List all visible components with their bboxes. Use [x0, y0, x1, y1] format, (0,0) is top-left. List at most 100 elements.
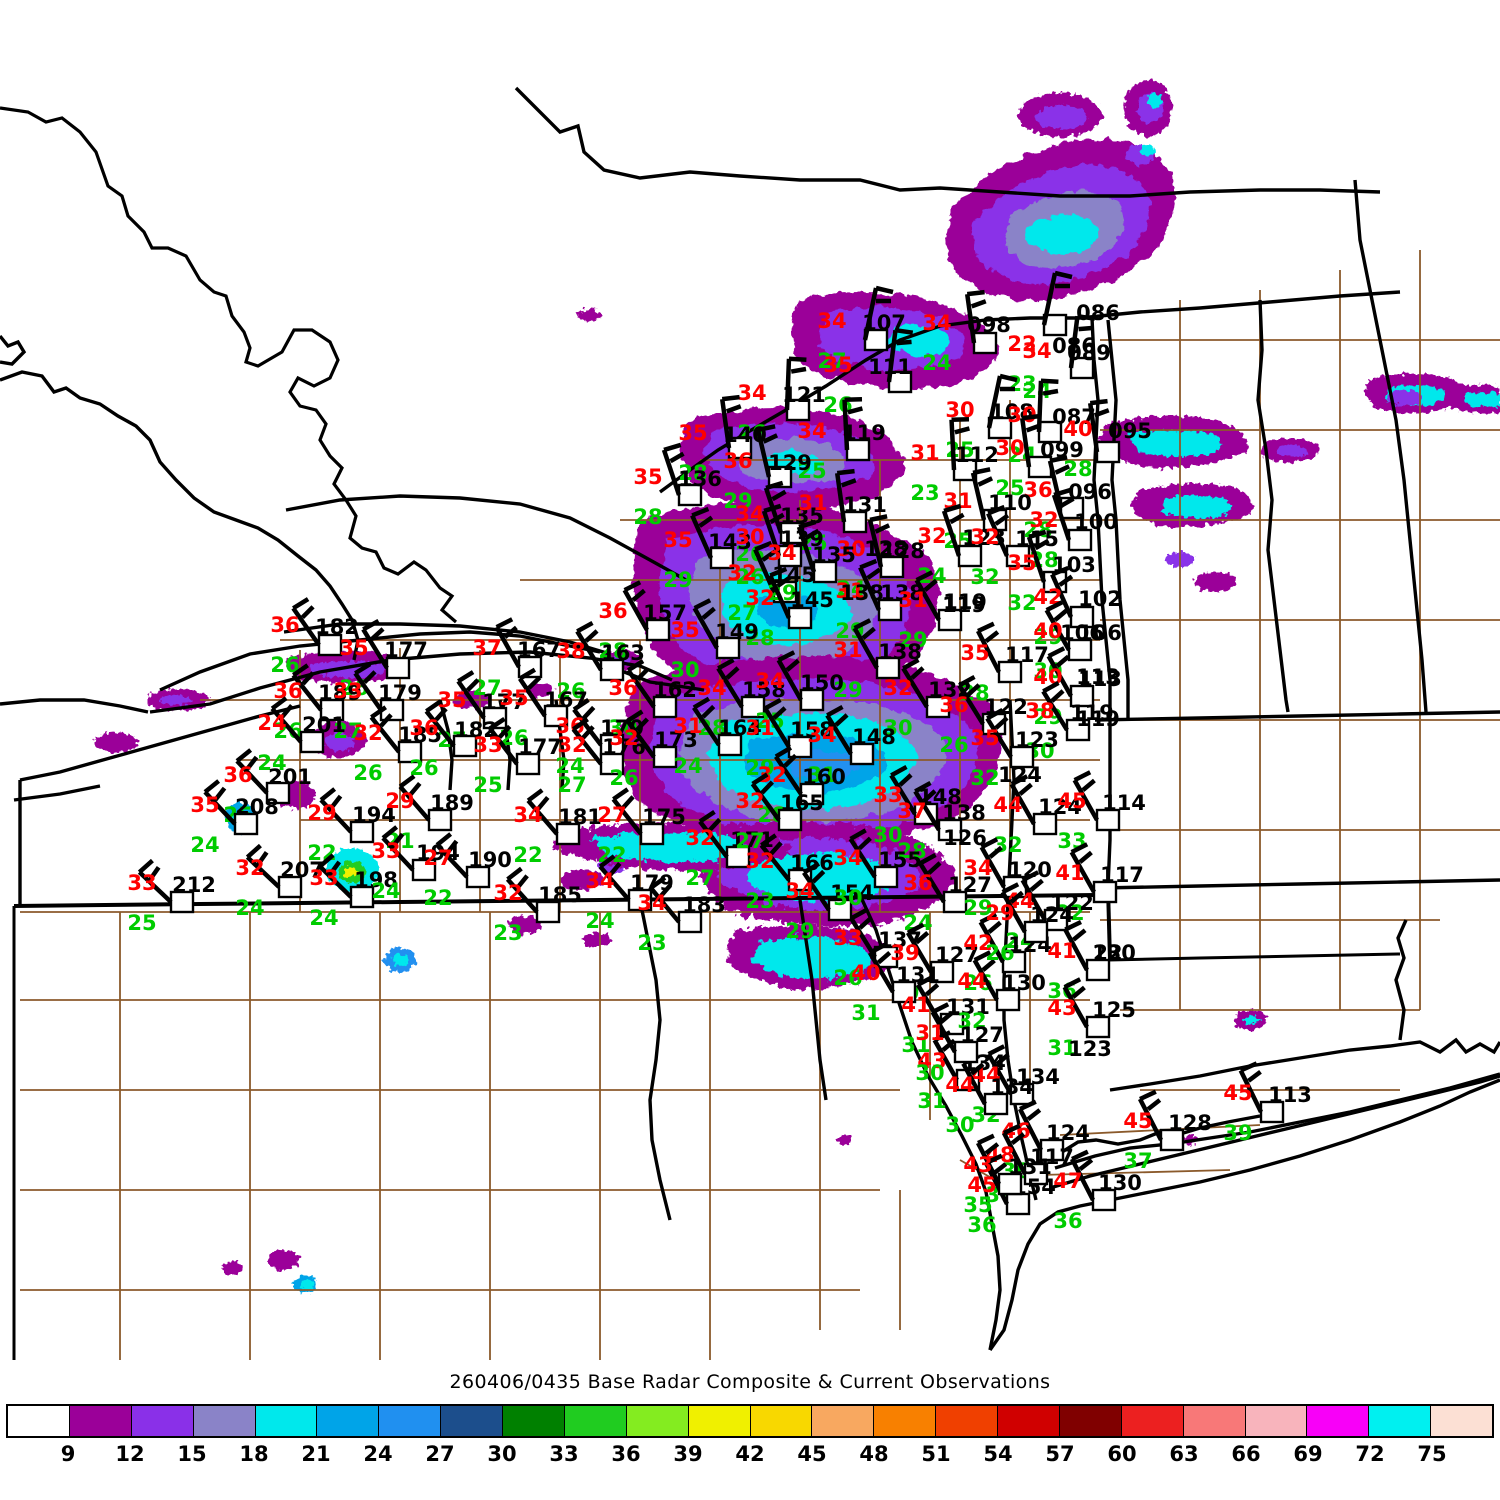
station-plot[interactable]: 31 23 112 — [910, 416, 999, 505]
station-plot[interactable]: 31 24 164 — [673, 696, 762, 778]
map-canvas[interactable]: 3427107352611134240982223086342408934261… — [0, 0, 1500, 1360]
colorbar-cell-14[interactable] — [874, 1406, 937, 1436]
station-plot[interactable]: 33 27 179 — [333, 662, 422, 743]
station-plot[interactable]: 34 29 154 — [785, 861, 874, 943]
station-plot[interactable]: 32 27 165 — [735, 772, 824, 853]
colorbar-cell-10[interactable] — [626, 1406, 689, 1436]
station-plot[interactable]: 32 26 185 — [353, 705, 442, 785]
station-plot[interactable]: 30 25 108 — [945, 373, 1034, 462]
station-plot[interactable]: 34 30 155 — [833, 828, 922, 910]
station-plot[interactable]: 45 37 128 — [1123, 1089, 1212, 1173]
colorbar-cell-11[interactable] — [688, 1406, 751, 1436]
station-plot[interactable]: 34 23 183 — [637, 875, 726, 955]
colorbar-cell-5[interactable] — [317, 1406, 380, 1436]
colorbar-cell-1[interactable] — [69, 1406, 132, 1436]
station-marker[interactable] — [1095, 440, 1121, 464]
station-plot[interactable]: 33 25 177 — [473, 716, 562, 797]
station-plot[interactable]: 33 25 212 — [127, 858, 216, 935]
colorbar-cell-8[interactable] — [503, 1406, 565, 1436]
colorbar-cell-3[interactable] — [193, 1406, 256, 1436]
colorbar-cell-19[interactable] — [1183, 1406, 1246, 1436]
colorbar-cell-22[interactable] — [1369, 1406, 1432, 1436]
station-plot[interactable]: 35 29 143 — [663, 506, 752, 592]
colorbar-cell-23[interactable] — [1431, 1406, 1492, 1436]
colorbar-cell-12[interactable] — [750, 1406, 813, 1436]
station-plot[interactable]: 37 28 138 — [897, 780, 986, 863]
station-plot[interactable]: 32 28 145 — [745, 566, 834, 650]
station-plot[interactable]: 35 30 149 — [670, 598, 759, 682]
colorbar-cell-9[interactable] — [564, 1406, 627, 1436]
colorbar-cell-2[interactable] — [131, 1406, 194, 1436]
colorbar-cell-17[interactable] — [1059, 1406, 1122, 1436]
station-plot[interactable]: 3527177 — [437, 670, 526, 752]
station-plot[interactable]: 36 29 129 — [723, 424, 812, 513]
reflectivity-colorbar[interactable] — [6, 1404, 1494, 1438]
station-plot[interactable]: 38 26 163 — [556, 620, 645, 703]
station-plot[interactable]: 35 24 208 — [190, 779, 279, 857]
station-plot[interactable]: 30 24 128 — [836, 514, 925, 601]
station-plot[interactable]: 32 23 185 — [493, 866, 582, 945]
station-plot[interactable]: 34 25 119 — [797, 396, 886, 483]
station-plot[interactable]: 43 35 131 — [963, 1133, 1052, 1217]
station-plot[interactable]: 32 24 207 — [235, 843, 324, 920]
colorbar-cell-15[interactable] — [936, 1406, 998, 1436]
station-plot[interactable]: 2223086 — [1007, 270, 1096, 396]
station-plot[interactable]: 31 29 158 — [745, 697, 834, 780]
station-plot[interactable]: 45 39 113 — [1223, 1061, 1312, 1145]
colorbar-cell-0[interactable] — [8, 1406, 70, 1436]
station-plot[interactable]: 44 32 130 — [957, 950, 1046, 1033]
colorbar-cell-21[interactable] — [1307, 1406, 1370, 1436]
station-plot[interactable]: 24 24 201 — [257, 696, 346, 775]
colorbar-cell-4[interactable] — [255, 1406, 318, 1436]
station-plot[interactable]: 34 22 181 — [513, 788, 602, 867]
station-plot[interactable]: 4836117 — [985, 1123, 1074, 1207]
station-plot[interactable]: 29 22 194 — [307, 787, 396, 865]
station-plot[interactable]: 31 29 119 — [898, 570, 987, 652]
station-plot[interactable]: 43 31 125 — [1047, 977, 1136, 1060]
map-panel[interactable]: 3427107352611134240982223086342408934261… — [0, 0, 1500, 1360]
station-plot[interactable]: 29 26 124 — [985, 882, 1074, 965]
station-plot[interactable]: 47 36 130 — [1053, 1149, 1142, 1233]
colorbar-cell-13[interactable] — [812, 1406, 875, 1436]
colorbar-cell-16[interactable] — [998, 1406, 1060, 1436]
colorbar-cell-20[interactable] — [1245, 1406, 1308, 1436]
colorbar-cell-6[interactable] — [379, 1406, 442, 1436]
station-plot[interactable]: 34 24 098 — [922, 289, 1011, 375]
station-plot[interactable]: 35 26 111 — [823, 327, 914, 417]
station-plot[interactable]: 32 26 173 — [609, 709, 698, 790]
station-plot[interactable]: 31 30 127 — [915, 1002, 1004, 1085]
colorbar-cell-7[interactable] — [441, 1406, 503, 1436]
station-plot[interactable]: 27 22 190 — [423, 832, 512, 910]
